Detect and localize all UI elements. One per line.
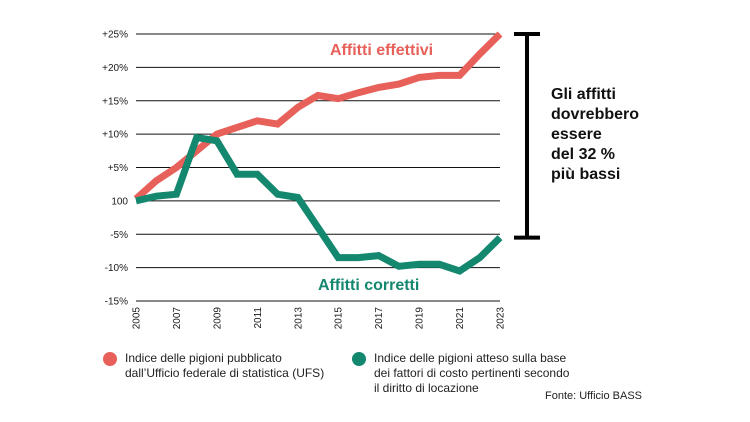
y-tick-label: -5% xyxy=(110,230,128,241)
source-note: Fonte: Ufficio BASS xyxy=(545,390,643,402)
legend-item-actual: Indice delle pigioni pubblicato dall’Uff… xyxy=(103,351,363,401)
series-label-corrected: Affitti corretti xyxy=(318,277,419,294)
x-tick-label: 2019 xyxy=(415,307,426,330)
legend-text-line: dall’Ufficio federale di statistica (UFS… xyxy=(125,366,325,380)
y-tick-label: -15% xyxy=(105,297,128,308)
x-tick-label: 2013 xyxy=(293,307,304,330)
legend-text-line: il diritto di locazione xyxy=(374,381,479,395)
difference-bracket xyxy=(514,32,540,240)
legend-item-corrected: Indice delle pigioni atteso sulla base d… xyxy=(352,351,612,401)
x-tick-label: 2023 xyxy=(496,307,507,330)
legend-dot-actual xyxy=(103,352,117,366)
x-tick-label: 2021 xyxy=(455,307,466,330)
y-axis-ticks: +25% +20% +15% +10% +5% 100 -5% -10% -15% xyxy=(102,30,128,308)
series-line-actual xyxy=(133,31,503,202)
x-tick-label: 2015 xyxy=(334,307,345,330)
y-tick-label: +5% xyxy=(108,163,128,174)
series-lines xyxy=(133,31,503,275)
annotation-line: essere xyxy=(551,126,602,143)
y-tick-label: +15% xyxy=(102,96,128,107)
annotation-line: Gli affitti xyxy=(551,86,616,103)
x-tick-label: 2009 xyxy=(212,307,223,330)
y-tick-label: +20% xyxy=(102,63,128,74)
legend-dot-corrected xyxy=(352,352,366,366)
x-axis-ticks: 2005 2007 2009 2011 2013 2015 2017 2019 2021 2023 xyxy=(132,307,507,330)
series-line-corrected xyxy=(135,133,503,275)
y-tick-label: 100 xyxy=(111,196,128,207)
y-tick-label: -10% xyxy=(105,263,128,274)
legend-text-line: Indice delle pigioni atteso sulla base xyxy=(374,351,567,365)
annotation-line: del 32 % xyxy=(551,146,615,163)
series-label-actual: Affitti effettivi xyxy=(330,42,433,59)
x-tick-label: 2017 xyxy=(374,307,385,330)
annotation-line: dovrebbero xyxy=(551,106,639,123)
y-tick-label: +10% xyxy=(102,130,128,141)
y-tick-label: +25% xyxy=(102,30,128,41)
annotation-line: più bassi xyxy=(551,166,620,183)
legend-text-line: Indice delle pigioni pubblicato xyxy=(125,351,282,365)
legend-text-line: dei fattori di costo pertinenti secondo xyxy=(374,366,570,380)
x-tick-label: 2007 xyxy=(172,307,183,330)
difference-annotation: Gli affitti dovrebbero essere del 32 % più b… xyxy=(551,86,639,183)
x-tick-label: 2005 xyxy=(132,307,143,330)
x-tick-label: 2011 xyxy=(253,307,264,329)
